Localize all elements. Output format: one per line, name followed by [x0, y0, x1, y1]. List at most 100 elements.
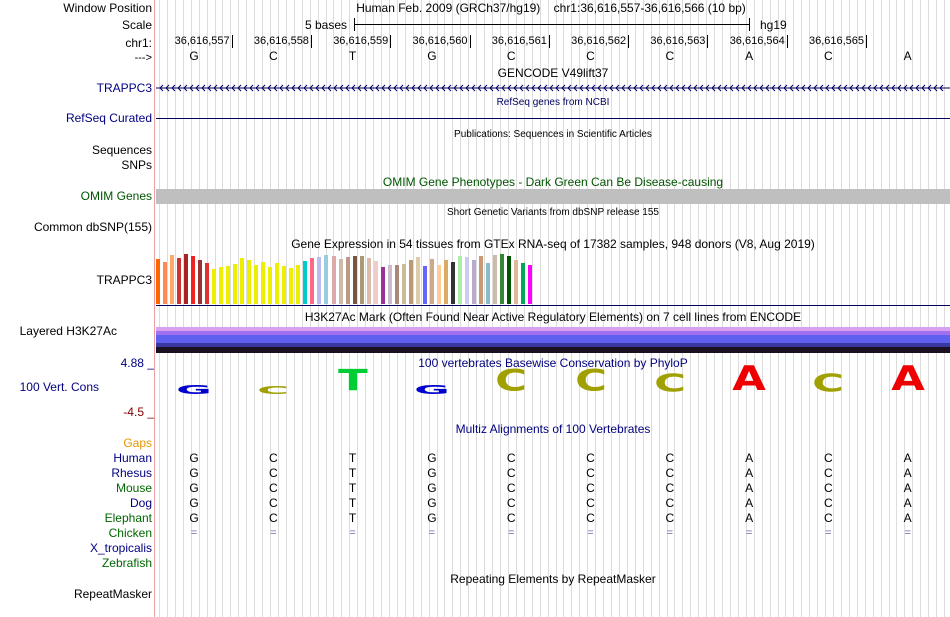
- gtex-tissue-bar[interactable]: [261, 262, 266, 304]
- gtex-tissue-bar[interactable]: [478, 256, 483, 304]
- gtex-tissue-bar[interactable]: [205, 263, 210, 304]
- gtex-tissue-bar[interactable]: [275, 263, 280, 304]
- cons-track-label[interactable]: 100 Vert. Cons: [19, 380, 99, 394]
- gtex-tissue-bar[interactable]: [408, 260, 413, 304]
- gtex-tissue-bar[interactable]: [366, 258, 371, 304]
- phylop-letter-C[interactable]: C: [812, 368, 845, 398]
- gtex-tissue-bar[interactable]: [492, 255, 497, 304]
- gtex-tissue-bar[interactable]: [317, 257, 322, 304]
- phylop-letter-C[interactable]: C: [495, 363, 528, 399]
- phylop-letter-C[interactable]: C: [257, 383, 290, 397]
- gtex-tissue-bar[interactable]: [485, 263, 490, 304]
- gtex-tissue-bar[interactable]: [352, 256, 357, 304]
- h3k27ac-signal[interactable]: [156, 327, 950, 353]
- gtex-tissue-bar[interactable]: [373, 261, 378, 304]
- gtex-tissue-bar[interactable]: [184, 254, 189, 304]
- species-label-rhesus[interactable]: Rhesus: [111, 466, 152, 480]
- gtex-tissue-bar[interactable]: [471, 260, 476, 304]
- gtex-tissue-bar[interactable]: [191, 256, 196, 304]
- gridline: [785, 0, 787, 617]
- gtex-tissue-bar[interactable]: [324, 255, 329, 304]
- omim-track-label[interactable]: OMIM Genes: [80, 189, 152, 203]
- base-T[interactable]: T: [348, 49, 357, 63]
- gtex-tissue-bar[interactable]: [422, 266, 427, 304]
- tracks-area[interactable]: Human Feb. 2009 (GRCh37/hg19) chr1:36,61…: [156, 0, 950, 617]
- gtex-tissue-bar[interactable]: [212, 269, 217, 304]
- phylop-letter-A[interactable]: A: [732, 358, 766, 399]
- phylop-letter-C[interactable]: C: [574, 363, 607, 399]
- sequences-track-label[interactable]: Sequences: [91, 143, 152, 157]
- gtex-tissue-bar[interactable]: [345, 257, 350, 304]
- species-label-chicken[interactable]: Chicken: [108, 526, 152, 540]
- strand-arrow[interactable]: --->: [134, 52, 152, 64]
- omim-gene-bar[interactable]: [156, 189, 950, 204]
- gencode-gene-feature[interactable]: [156, 81, 950, 95]
- gtex-tissue-bar[interactable]: [331, 256, 336, 304]
- gtex-tissue-bar[interactable]: [429, 259, 434, 304]
- gtex-tissue-bar[interactable]: [240, 258, 245, 304]
- phylop-letter-T[interactable]: T: [337, 363, 368, 399]
- phylop-letter-A[interactable]: A: [890, 358, 925, 399]
- snps-track-label[interactable]: SNPs: [121, 158, 152, 172]
- gtex-track-label[interactable]: TRAPPC3: [96, 273, 152, 287]
- gtex-tissue-bar[interactable]: [514, 260, 519, 304]
- base-A[interactable]: A: [903, 49, 912, 63]
- gtex-tissue-bar[interactable]: [198, 260, 203, 304]
- gtex-tissue-bar[interactable]: [528, 265, 533, 304]
- gtex-tissue-bar[interactable]: [296, 265, 301, 304]
- gtex-tissue-bar[interactable]: [338, 259, 343, 304]
- gtex-tissue-bar[interactable]: [219, 267, 224, 304]
- phylop-letter-G[interactable]: G: [414, 382, 450, 397]
- gencode-track-label[interactable]: TRAPPC3: [96, 81, 152, 95]
- gtex-tissue-bar[interactable]: [282, 266, 287, 304]
- species-label-x_tropicalis[interactable]: X_tropicalis: [89, 541, 152, 555]
- gtex-tissue-bar[interactable]: [170, 255, 175, 304]
- gtex-tissue-bar[interactable]: [359, 256, 364, 304]
- gtex-tissue-bar[interactable]: [457, 256, 462, 304]
- species-label-zebrafish[interactable]: Zebrafish: [101, 556, 152, 570]
- base-A[interactable]: A: [745, 49, 754, 63]
- gtex-tissue-bar[interactable]: [394, 265, 399, 304]
- base-G[interactable]: G: [427, 49, 437, 63]
- gtex-tissue-bar[interactable]: [443, 260, 448, 304]
- base-C[interactable]: C: [586, 49, 595, 63]
- gtex-tissue-bar[interactable]: [177, 258, 182, 304]
- gtex-tissue-bar[interactable]: [156, 259, 160, 304]
- phylop-letter-G[interactable]: G: [176, 382, 212, 397]
- gtex-tissue-bar[interactable]: [268, 267, 273, 304]
- base-C[interactable]: C: [665, 49, 675, 63]
- gtex-tissue-bar[interactable]: [163, 261, 168, 304]
- gtex-tissue-bar[interactable]: [380, 267, 385, 304]
- species-label-mouse[interactable]: Mouse: [115, 481, 152, 495]
- species-label-human[interactable]: Human: [113, 451, 152, 465]
- h3k27ac-track-label[interactable]: Layered H3K27Ac: [19, 324, 117, 338]
- gtex-tissue-bar[interactable]: [233, 264, 238, 304]
- gtex-tissue-bar[interactable]: [415, 257, 420, 304]
- gtex-tissue-bar[interactable]: [226, 266, 231, 304]
- gtex-tissue-bar[interactable]: [507, 256, 511, 304]
- refseq-gene-line[interactable]: [156, 118, 950, 119]
- dbsnp-track-label[interactable]: Common dbSNP(155): [33, 220, 152, 234]
- species-label-elephant[interactable]: Elephant: [104, 511, 152, 525]
- base-C[interactable]: C: [268, 49, 278, 63]
- base-C[interactable]: C: [506, 49, 516, 63]
- gtex-expression-bars[interactable]: [156, 252, 556, 304]
- base-G[interactable]: G: [189, 49, 199, 63]
- species-label-dog[interactable]: Dog: [129, 496, 152, 510]
- repeatmasker-track-label[interactable]: RepeatMasker: [73, 587, 152, 601]
- gtex-tissue-bar[interactable]: [464, 257, 469, 304]
- gtex-tissue-bar[interactable]: [254, 265, 259, 304]
- gtex-tissue-bar[interactable]: [450, 262, 455, 304]
- gtex-tissue-bar[interactable]: [499, 254, 504, 304]
- gtex-tissue-bar[interactable]: [303, 261, 308, 304]
- gtex-tissue-bar[interactable]: [387, 265, 392, 304]
- gtex-tissue-bar[interactable]: [289, 268, 294, 304]
- refseq-track-label[interactable]: RefSeq Curated: [65, 111, 152, 125]
- gtex-tissue-bar[interactable]: [401, 264, 406, 304]
- gtex-tissue-bar[interactable]: [310, 258, 315, 304]
- base-C[interactable]: C: [824, 49, 833, 63]
- phylop-letter-C[interactable]: C: [653, 368, 686, 398]
- gtex-tissue-bar[interactable]: [521, 263, 526, 304]
- gtex-tissue-bar[interactable]: [247, 260, 252, 304]
- gtex-tissue-bar[interactable]: [436, 265, 441, 304]
